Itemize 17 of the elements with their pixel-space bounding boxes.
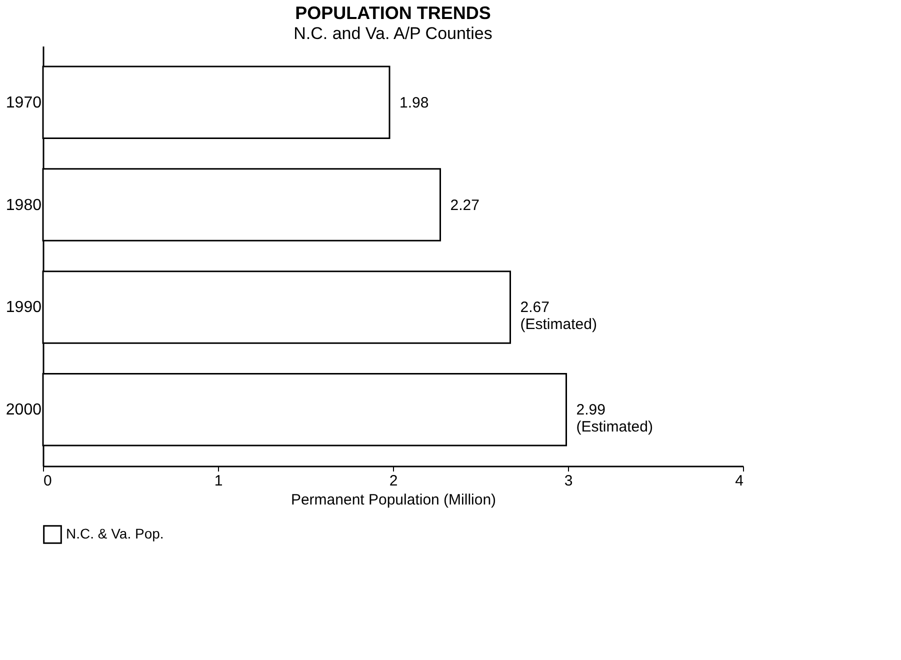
y-tick-label: 1990 bbox=[6, 299, 42, 316]
y-tick-label: 1970 bbox=[6, 94, 42, 112]
x-tick-label: 0 bbox=[44, 472, 52, 490]
chart-title: POPULATION TRENDS bbox=[295, 3, 491, 23]
x-tick-label: 2 bbox=[389, 472, 398, 490]
x-tick-label: 1 bbox=[214, 472, 223, 490]
x-axis-title: Permanent Population (Million) bbox=[290, 492, 496, 508]
text: 2.99 (Estimated) bbox=[576, 402, 653, 436]
text: 2.67 (Estimated) bbox=[520, 299, 597, 334]
x-tick-label: 4 bbox=[735, 472, 744, 490]
legend-label: N.C. & Va. Pop. bbox=[66, 526, 164, 542]
chart-subtitle: N.C. and Va. A/P Counties bbox=[294, 24, 492, 43]
y-tick-label: 2000 bbox=[6, 402, 42, 419]
text: 1.98 bbox=[400, 94, 429, 112]
text: 2.27 bbox=[450, 196, 480, 214]
y-tick-label: 1980 bbox=[6, 196, 42, 214]
x-tick-label: 3 bbox=[564, 472, 573, 490]
